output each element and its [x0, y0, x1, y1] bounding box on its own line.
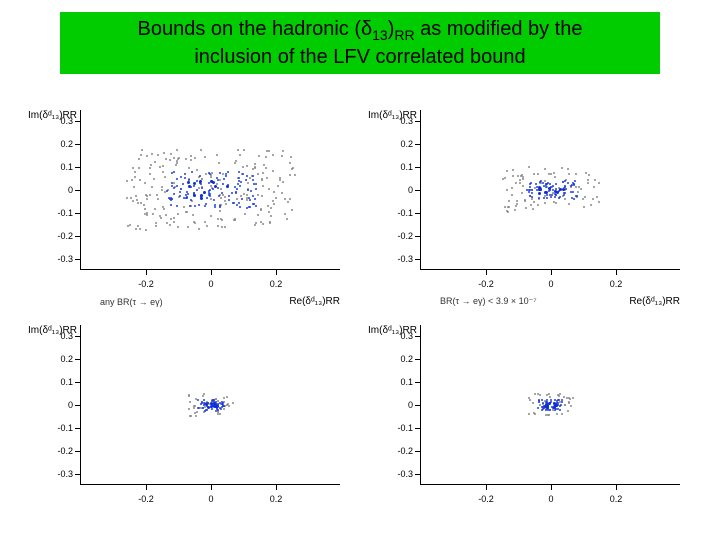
ytick-label: 0.2 [43, 139, 73, 149]
xtick-label: 0.2 [270, 279, 283, 289]
ytick-label: 0 [43, 400, 73, 410]
xtick-label: 0 [548, 494, 553, 504]
panel-subtitle: BR(τ → eγ) < 3.9 × 10⁻⁷ [440, 296, 537, 307]
ytick-label: -0.1 [383, 423, 413, 433]
xtick-label: 0 [208, 494, 213, 504]
ytick-label: 0.1 [383, 377, 413, 387]
xtick-label: 0 [548, 279, 553, 289]
plot-area: -0.3-0.2-0.100.10.20.3-0.200.2 [420, 110, 680, 270]
ytick-label: -0.3 [383, 254, 413, 264]
chart-panel-bottom-right: Im(δᵈ₁₃)RR-0.3-0.2-0.100.10.20.3-0.200.2 [360, 315, 700, 530]
ytick-label: -0.3 [383, 469, 413, 479]
plot-area: -0.3-0.2-0.100.10.20.3-0.200.2 [80, 110, 340, 270]
title-sub13: 13 [372, 27, 388, 43]
xtick-label: -0.2 [138, 494, 154, 504]
title-suffix: as modified by the [415, 18, 583, 40]
ytick-label: 0.3 [383, 116, 413, 126]
xtick-label: -0.2 [478, 494, 494, 504]
xtick-label: -0.2 [478, 279, 494, 289]
ytick-label: 0.1 [43, 377, 73, 387]
chart-panel-bottom-left: Im(δᵈ₁₃)RR-0.3-0.2-0.100.10.20.3-0.200.2 [20, 315, 360, 530]
ytick-label: -0.2 [383, 446, 413, 456]
title-delta: δ [361, 18, 372, 40]
plot-area: -0.3-0.2-0.100.10.20.3-0.200.2 [420, 325, 680, 485]
ytick-label: 0.2 [43, 354, 73, 364]
title-prefix: Bounds on the hadronic ( [138, 18, 362, 40]
ytick-label: -0.1 [383, 208, 413, 218]
ytick-label: -0.2 [43, 231, 73, 241]
title-bar: Bounds on the hadronic (δ13)RR as modifi… [60, 12, 660, 74]
xtick-label: 0.2 [270, 494, 283, 504]
ytick-label: 0.3 [43, 331, 73, 341]
chart-grid: Im(δᵈ₁₃)RR-0.3-0.2-0.100.10.20.3-0.200.2… [20, 100, 700, 530]
ytick-label: 0 [383, 185, 413, 195]
ytick-label: -0.2 [383, 231, 413, 241]
ytick-label: 0.1 [383, 162, 413, 172]
xtick-label: 0 [208, 279, 213, 289]
x-axis-label: Re(δᵈ₁₃)RR [629, 296, 680, 307]
x-axis-label: Re(δᵈ₁₃)RR [289, 296, 340, 307]
chart-panel-top-right: Im(δᵈ₁₃)RR-0.3-0.2-0.100.10.20.3-0.200.2… [360, 100, 700, 315]
xtick-label: 0.2 [610, 494, 623, 504]
ytick-label: -0.1 [43, 208, 73, 218]
ytick-label: 0 [383, 400, 413, 410]
ytick-label: -0.1 [43, 423, 73, 433]
xtick-label: -0.2 [138, 279, 154, 289]
ytick-label: -0.3 [43, 469, 73, 479]
ytick-label: 0.2 [383, 354, 413, 364]
ytick-label: -0.2 [43, 446, 73, 456]
ytick-label: -0.3 [43, 254, 73, 264]
title-text: Bounds on the hadronic (δ13)RR as modifi… [138, 16, 583, 70]
panel-subtitle: any BR(τ → eγ) [100, 297, 163, 307]
plot-area: -0.3-0.2-0.100.10.20.3-0.200.2 [80, 325, 340, 485]
ytick-label: 0.3 [383, 331, 413, 341]
ytick-label: 0.3 [43, 116, 73, 126]
ytick-label: 0.1 [43, 162, 73, 172]
ytick-label: 0 [43, 185, 73, 195]
chart-panel-top-left: Im(δᵈ₁₃)RR-0.3-0.2-0.100.10.20.3-0.200.2… [20, 100, 360, 315]
xtick-label: 0.2 [610, 279, 623, 289]
title-subRR: RR [394, 27, 414, 43]
ytick-label: 0.2 [383, 139, 413, 149]
title-line2: inclusion of the LFV correlated bound [194, 46, 525, 68]
